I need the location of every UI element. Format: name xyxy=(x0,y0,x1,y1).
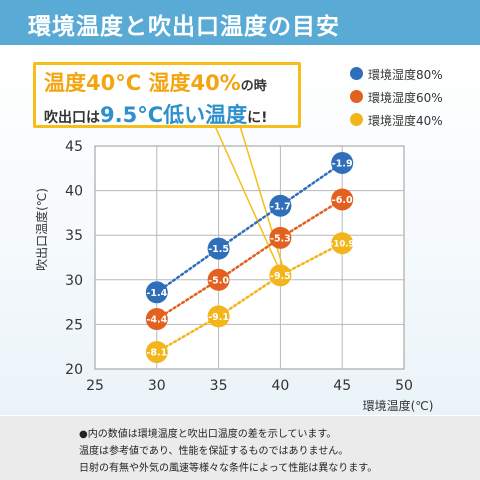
callout-temp: 温度40°C xyxy=(44,71,142,95)
y-tick-label: 40 xyxy=(65,184,83,200)
callout-box: 温度40°C 湿度40%の時 吹出口は9.5°C低い温度に! xyxy=(33,62,301,128)
x-tick-label: 45 xyxy=(333,378,351,394)
data-point xyxy=(269,226,292,249)
data-point xyxy=(269,264,292,287)
notes-panel: ●内の数値は環境温度と吹出口温度の差を示しています。 温度は参考値であり、性能を… xyxy=(0,416,480,480)
x-tick-label: 30 xyxy=(148,378,166,394)
data-point xyxy=(331,151,354,174)
data-point xyxy=(269,194,292,217)
x-tick-label: 35 xyxy=(210,378,228,394)
data-label: -9.5 xyxy=(270,271,291,282)
callout-lower: 低い温度 xyxy=(163,103,248,127)
callout-outlet: 吹出口は xyxy=(44,110,100,126)
note-2: 温度は参考値であり、性能を保証するものではありません。 xyxy=(79,446,349,457)
data-label: -10.9 xyxy=(330,240,355,250)
data-label: -1.9 xyxy=(332,158,353,169)
data-label: -4.4 xyxy=(146,315,167,326)
y-tick-label: 35 xyxy=(65,228,83,244)
data-label: -8.1 xyxy=(146,348,167,359)
legend-dot-80 xyxy=(350,67,363,80)
note-1: ●内の数値は環境温度と吹出口温度の差を示しています。 xyxy=(79,429,337,440)
series-line xyxy=(155,198,344,321)
data-point xyxy=(207,305,230,328)
y-tick-label: 45 xyxy=(65,139,83,155)
callout-end: に! xyxy=(247,110,268,126)
y-tick-label: 25 xyxy=(65,317,83,333)
callout-when: の時 xyxy=(240,79,267,94)
y-axis-label: 吹出口温度(℃) xyxy=(34,188,49,271)
legend-label-60: 環境湿度60% xyxy=(368,91,443,105)
data-label: -6.0 xyxy=(332,195,353,206)
plot-area xyxy=(94,145,405,370)
y-tick-label: 20 xyxy=(65,362,83,378)
legend-label-40: 環境湿度40% xyxy=(368,114,443,128)
header-bar: 環境温度と吹出口温度の目安 xyxy=(0,0,480,45)
data-point xyxy=(207,237,230,260)
x-tick-label: 50 xyxy=(395,378,413,394)
x-tick-label: 25 xyxy=(86,378,104,394)
series-line xyxy=(155,241,344,354)
data-label: -1.5 xyxy=(208,244,229,255)
legend-dot-60 xyxy=(350,90,363,103)
data-label: -9.1 xyxy=(208,312,229,323)
callout-diff: 9.5°C xyxy=(100,103,164,127)
page-title: 環境温度と吹出口温度の目安 xyxy=(28,14,340,40)
y-tick-label: 30 xyxy=(65,273,83,289)
x-axis-label: 環境温度(℃) xyxy=(363,398,434,413)
data-point xyxy=(145,281,168,304)
data-label: -5.0 xyxy=(208,275,229,286)
note-3: 日射の有無や外気の風速等様々な条件によって性能は異なります。 xyxy=(79,463,378,474)
data-label: -1.7 xyxy=(270,201,291,212)
data-label: -1.4 xyxy=(146,288,167,299)
legend-dot-40 xyxy=(350,113,363,126)
data-label: -5.3 xyxy=(270,233,291,244)
callout-line-1: 温度40°C 湿度40%の時 xyxy=(44,67,267,97)
data-point xyxy=(145,341,168,364)
callout-line-2: 吹出口は9.5°C低い温度に! xyxy=(44,99,268,129)
data-point xyxy=(331,232,354,255)
series-line xyxy=(155,161,344,294)
callout-humidity: 湿度40% xyxy=(148,71,241,95)
data-point xyxy=(331,188,354,211)
data-point xyxy=(145,308,168,331)
data-point xyxy=(207,268,230,291)
legend-label-80: 環境湿度80% xyxy=(368,68,443,82)
x-tick-label: 40 xyxy=(271,378,289,394)
callout-pointer-line xyxy=(214,125,279,266)
